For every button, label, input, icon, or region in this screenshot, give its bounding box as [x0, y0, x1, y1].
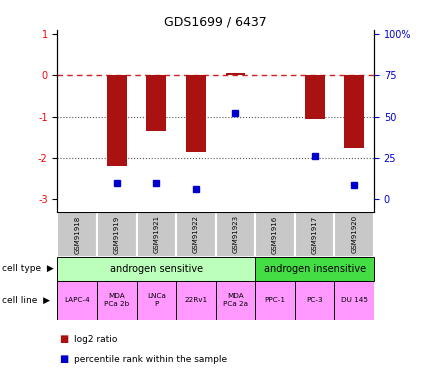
Bar — [226, 74, 245, 75]
Bar — [147, 75, 166, 131]
Bar — [215, 280, 255, 320]
Bar — [255, 280, 295, 320]
Bar — [136, 212, 176, 257]
Title: GDS1699 / 6437: GDS1699 / 6437 — [164, 16, 267, 29]
Text: MDA
PCa 2b: MDA PCa 2b — [104, 294, 129, 306]
Text: MDA
PCa 2a: MDA PCa 2a — [223, 294, 248, 306]
Text: GSM91918: GSM91918 — [74, 215, 80, 254]
Bar — [344, 75, 364, 148]
Text: GSM91916: GSM91916 — [272, 215, 278, 254]
Bar — [186, 75, 206, 152]
Bar — [136, 280, 176, 320]
Text: GSM91917: GSM91917 — [312, 215, 317, 254]
Bar — [57, 257, 255, 280]
Text: GSM91920: GSM91920 — [351, 215, 357, 254]
Text: androgen insensitive: androgen insensitive — [264, 264, 366, 274]
Bar — [255, 257, 374, 280]
Text: GSM91923: GSM91923 — [232, 215, 238, 254]
Text: cell line  ▶: cell line ▶ — [2, 296, 50, 304]
Bar — [255, 212, 295, 257]
Text: PPC-1: PPC-1 — [264, 297, 286, 303]
Bar — [176, 280, 215, 320]
Text: LAPC-4: LAPC-4 — [64, 297, 90, 303]
Bar — [305, 75, 325, 119]
Text: cell type  ▶: cell type ▶ — [2, 264, 54, 273]
Bar — [97, 280, 136, 320]
Text: GSM91921: GSM91921 — [153, 215, 159, 254]
Bar — [176, 212, 215, 257]
Bar — [57, 280, 97, 320]
Bar — [295, 212, 334, 257]
Text: log2 ratio: log2 ratio — [74, 335, 118, 344]
Text: ■: ■ — [60, 334, 69, 344]
Text: PC-3: PC-3 — [306, 297, 323, 303]
Bar — [97, 212, 136, 257]
Text: GSM91922: GSM91922 — [193, 215, 199, 254]
Bar — [334, 280, 374, 320]
Text: GSM91919: GSM91919 — [114, 215, 120, 254]
Bar — [57, 212, 97, 257]
Text: DU 145: DU 145 — [341, 297, 368, 303]
Bar — [334, 212, 374, 257]
Text: LNCa
P: LNCa P — [147, 294, 166, 306]
Bar — [107, 75, 127, 166]
Text: androgen sensitive: androgen sensitive — [110, 264, 203, 274]
Text: ■: ■ — [60, 354, 69, 364]
Bar — [295, 280, 334, 320]
Text: 22Rv1: 22Rv1 — [184, 297, 207, 303]
Bar — [215, 212, 255, 257]
Text: percentile rank within the sample: percentile rank within the sample — [74, 355, 227, 364]
